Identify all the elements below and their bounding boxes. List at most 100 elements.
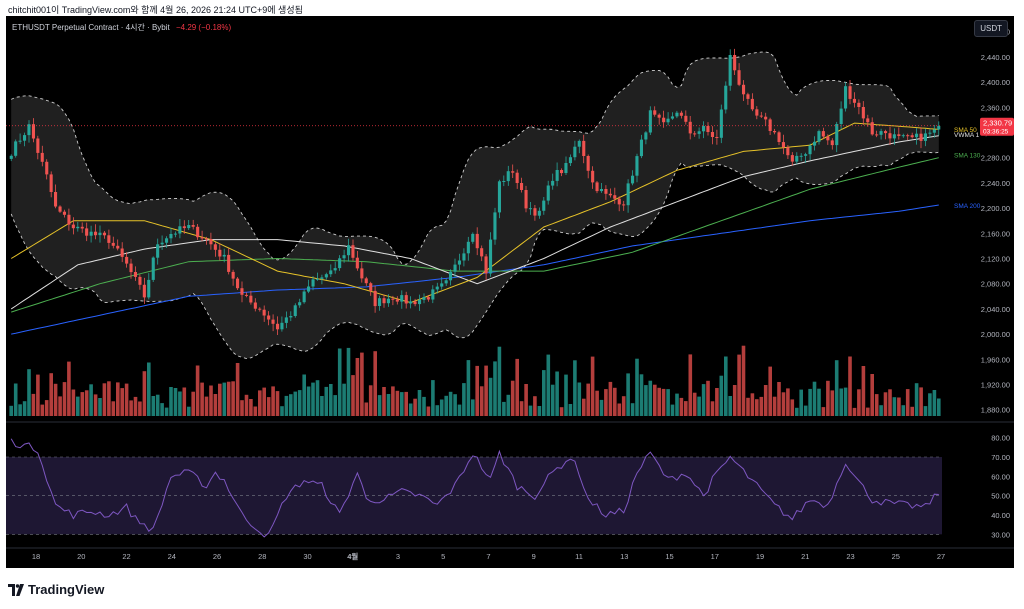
bollinger-upper xyxy=(11,51,939,265)
price-tick-label: 2,120.00 xyxy=(981,255,1010,264)
volume-bar xyxy=(191,391,195,416)
symbol-title: ETHUSDT Perpetual Contract · 4시간 · Bybit xyxy=(12,23,170,32)
volume-bar xyxy=(910,406,914,416)
volume-bar xyxy=(138,401,142,416)
rsi-tick-label: 60.00 xyxy=(991,472,1010,481)
candle-body xyxy=(373,290,377,307)
candle-body xyxy=(324,274,328,278)
candle-body xyxy=(107,235,111,243)
candle-body xyxy=(506,171,510,182)
candle-body xyxy=(813,141,817,146)
volume-bar xyxy=(182,387,187,416)
volume-bar xyxy=(937,398,941,416)
volume-bar xyxy=(692,392,697,416)
volume-bar xyxy=(124,383,129,416)
candle-body xyxy=(599,189,603,192)
volume-bar xyxy=(466,360,471,416)
volume-bar xyxy=(178,391,182,416)
volume-bar xyxy=(62,382,67,416)
volume-bar xyxy=(870,374,874,416)
candle-body xyxy=(31,124,35,139)
time-tick-label: 23 xyxy=(846,552,854,561)
volume-bar xyxy=(550,384,555,416)
candle-body xyxy=(733,55,737,71)
candle-body xyxy=(165,238,169,243)
candle-body xyxy=(910,135,914,138)
volume-bar xyxy=(817,388,821,416)
candle-body xyxy=(178,226,182,234)
volume-bar xyxy=(613,387,617,416)
candle-body xyxy=(240,288,244,295)
volume-bar xyxy=(732,385,737,416)
currency-unit-button[interactable]: USDT xyxy=(974,20,1008,37)
candle-body xyxy=(608,193,612,196)
time-tick-label: 20 xyxy=(77,552,85,561)
candle-body xyxy=(631,175,635,184)
time-tick-label: 26 xyxy=(213,552,221,561)
volume-bar xyxy=(44,400,49,416)
time-tick-label: 21 xyxy=(801,552,809,561)
candle-body xyxy=(648,110,652,133)
volume-bar xyxy=(826,380,830,416)
volume-bar xyxy=(71,389,76,416)
candle-body xyxy=(781,142,785,148)
volume-bar xyxy=(386,394,391,416)
volume-bar xyxy=(795,407,799,416)
candle-body xyxy=(231,271,235,279)
volume-bar xyxy=(293,391,298,416)
volume-bar xyxy=(275,391,280,416)
candle-body xyxy=(76,226,80,229)
candle-body xyxy=(835,124,839,146)
candle-body xyxy=(737,70,741,85)
volume-bar xyxy=(209,385,213,416)
volume-bar xyxy=(80,392,85,416)
volume-bar xyxy=(559,407,564,416)
volume-bar xyxy=(164,407,169,416)
candle-body xyxy=(9,155,13,159)
candle-body xyxy=(187,225,191,229)
candle-body xyxy=(657,114,661,118)
tradingview-wordmark: TradingView xyxy=(28,582,105,597)
candle-body xyxy=(546,185,550,201)
volume-bar xyxy=(213,394,218,416)
tradingview-logo[interactable]: TradingView xyxy=(8,582,104,597)
candle-body xyxy=(710,132,714,137)
volume-bar xyxy=(222,382,227,416)
candle-body xyxy=(684,115,688,122)
candle-body xyxy=(670,116,674,119)
candle-body xyxy=(440,283,444,287)
candle-body xyxy=(413,301,417,305)
volume-bar xyxy=(391,386,395,416)
chart-canvas[interactable]: 1,880.00 1,920.00 1,960.00 2,000.00 2,040.00… xyxy=(6,16,1014,568)
volume-bar xyxy=(133,396,138,416)
price-chart[interactable]: 1,880.00 1,920.00 1,960.00 2,000.00 2,040.00… xyxy=(6,16,1014,568)
volume-bar xyxy=(89,384,93,416)
candle-body xyxy=(395,299,399,302)
volume-bar xyxy=(843,387,848,416)
volume-bar xyxy=(244,394,249,416)
candle-body xyxy=(222,254,226,257)
candle-body xyxy=(466,241,470,254)
volume-bar xyxy=(892,397,897,416)
candle-body xyxy=(728,55,732,86)
volume-bar xyxy=(231,381,235,416)
volume-bar xyxy=(861,366,866,416)
candle-body xyxy=(129,263,133,273)
candle-body xyxy=(404,295,408,304)
candle-body xyxy=(315,278,319,280)
volume-bar xyxy=(710,401,715,416)
price-tick-label: 1,880.00 xyxy=(981,406,1010,415)
candle-body xyxy=(923,133,927,141)
candle-body xyxy=(204,238,208,240)
volume-bar xyxy=(107,381,111,416)
candle-body xyxy=(400,295,404,302)
time-tick-label: 5 xyxy=(441,552,445,561)
volume-bar xyxy=(351,375,355,416)
candle-body xyxy=(267,315,271,320)
volume-bar xyxy=(457,404,462,416)
time-tick-label: 11 xyxy=(575,552,583,561)
candle-body xyxy=(573,146,577,158)
candle-body xyxy=(426,297,430,300)
volume-bar xyxy=(564,374,568,416)
time-tick-label: 13 xyxy=(620,552,628,561)
